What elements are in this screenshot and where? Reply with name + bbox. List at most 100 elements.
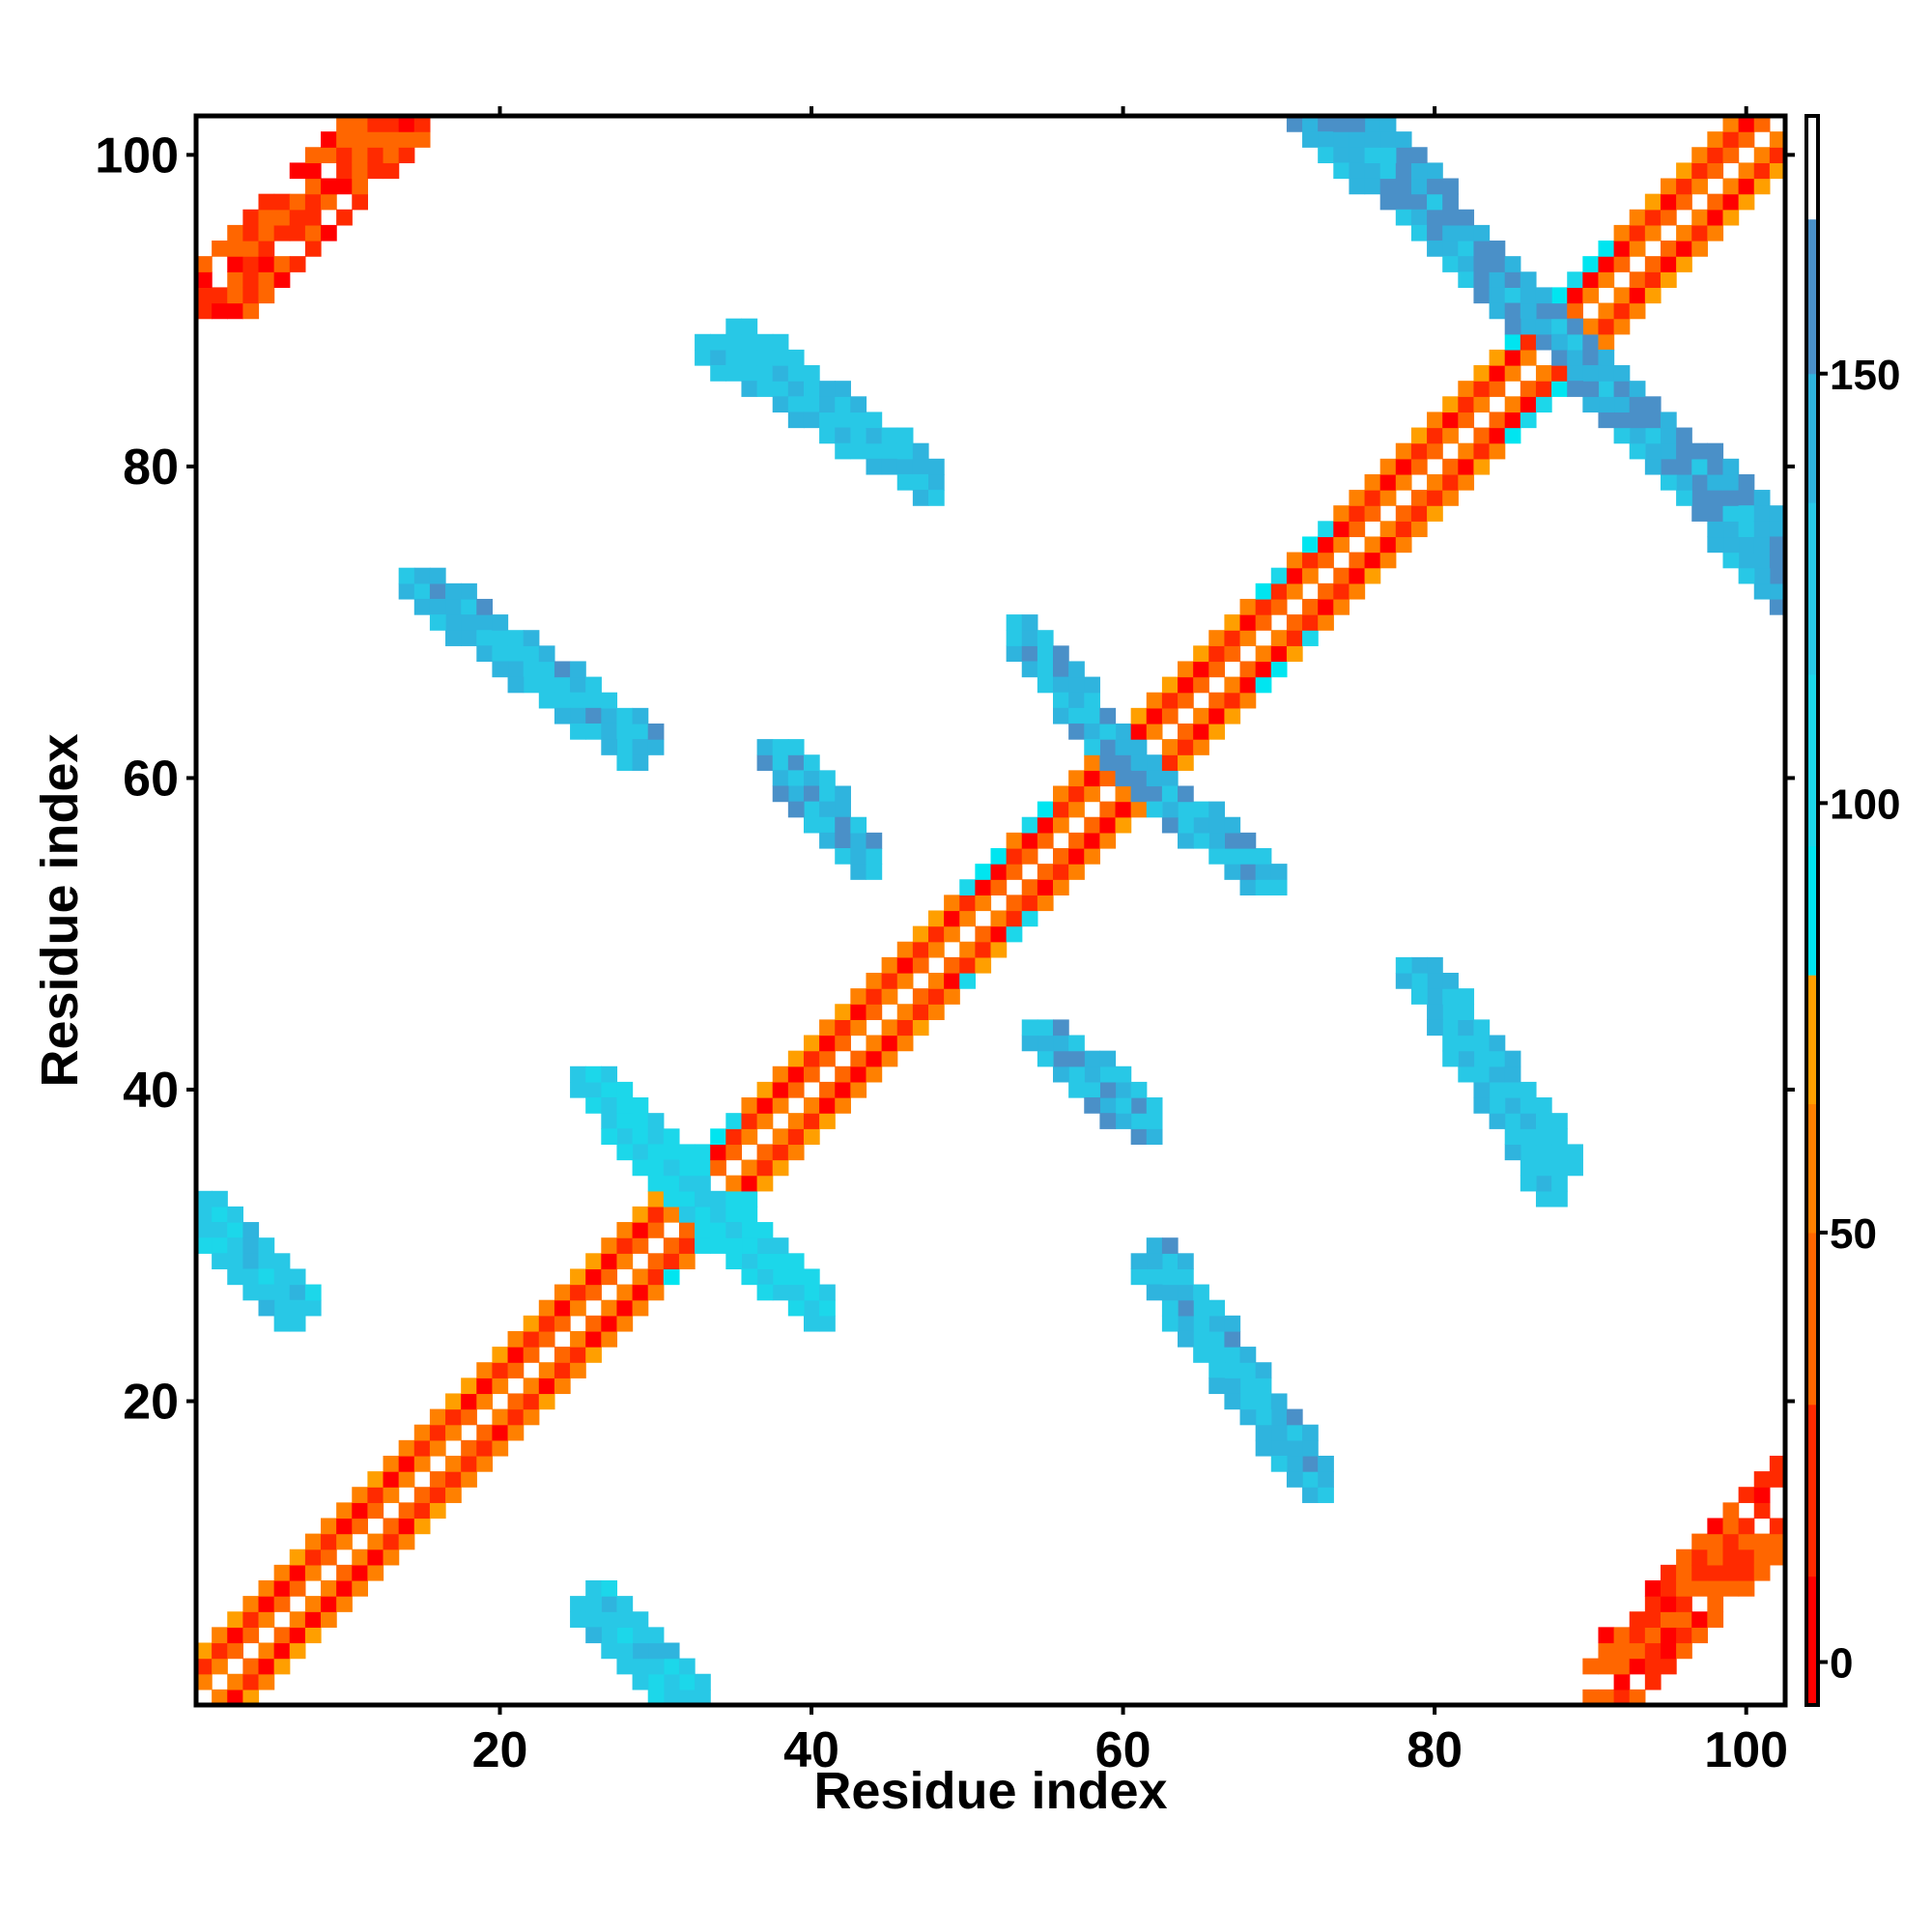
heatmap-cell [1115,770,1132,787]
heatmap-cell [212,1253,228,1270]
heatmap-cell [990,910,1008,927]
heatmap-cell [1053,879,1069,895]
heatmap-cell [1707,209,1724,226]
heatmap-cell [1270,567,1288,584]
heatmap-cell [289,1315,306,1332]
heatmap-cell [1318,536,1334,554]
heatmap-cell [554,1378,571,1395]
heatmap-cell [1644,1611,1662,1628]
heatmap-cell [196,1190,213,1208]
heatmap-cell [927,988,945,1005]
heatmap-cell [1193,1315,1209,1332]
heatmap-cell [632,739,649,755]
heatmap-cell [1178,832,1194,849]
heatmap-cell [1395,473,1412,491]
heatmap-cell [1286,1408,1303,1426]
heatmap-cell [756,754,774,771]
heatmap-cell [289,1627,306,1644]
heatmap-cell [741,349,758,366]
heatmap-cell [1707,1611,1724,1628]
heatmap-cell [196,1222,213,1238]
heatmap-cell [1146,785,1163,803]
heatmap-cell [1395,442,1412,460]
heatmap-cell [1193,661,1209,678]
heatmap-cell [1520,333,1537,351]
heatmap-cell [1130,801,1148,818]
heatmap-cell [1738,193,1755,211]
heatmap-cell [585,707,602,724]
heatmap-cell [1504,1097,1521,1114]
colorbar-band [1806,1103,1818,1234]
heatmap-cell [227,224,243,242]
heatmap-cell [336,116,353,132]
heatmap-cell [647,723,665,740]
heatmap-cell [1629,241,1646,257]
heatmap-cell [1489,241,1506,257]
heatmap-cell [835,1004,851,1020]
heatmap-cell [1068,661,1085,678]
heatmap-cell [1676,490,1692,506]
heatmap-cell [445,630,462,646]
heatmap-cell [787,1144,805,1161]
heatmap-cell [1333,116,1350,132]
heatmap-cell [538,645,555,663]
heatmap-cell [632,1627,649,1644]
heatmap-cell [1567,1144,1583,1161]
heatmap-cell [772,396,789,413]
heatmap-cell [772,1081,789,1098]
heatmap-cell [1410,521,1428,538]
heatmap-cell [1458,442,1475,460]
heatmap-cell [242,209,260,226]
heatmap-cell [616,1627,634,1644]
heatmap-cell [1084,692,1100,709]
heatmap-cell [1239,1393,1257,1410]
heatmap-cell [321,1579,337,1597]
heatmap-cell [1722,1533,1740,1550]
heatmap-cell [1738,521,1755,538]
heatmap-cell [616,1128,634,1146]
heatmap-cell [1707,442,1724,460]
heatmap-cell [289,162,306,180]
heatmap-cell [398,567,415,584]
heatmap-cell [289,1268,306,1286]
heatmap-cell [570,1362,586,1378]
heatmap-cell [1691,473,1708,491]
heatmap-cell [461,1439,477,1457]
heatmap-cell [772,754,789,771]
heatmap-cell [1364,505,1381,522]
heatmap-cell [1178,723,1194,740]
heatmap-cell [1676,1579,1692,1597]
heatmap-cell [725,333,743,351]
heatmap-cell [1629,442,1646,460]
heatmap-cell [398,131,415,148]
heatmap-cell [616,1097,634,1114]
heatmap-cell [756,739,774,755]
heatmap-cell [1161,801,1179,818]
heatmap-cell [1473,241,1491,257]
heatmap-cell [1582,271,1600,288]
heatmap-cell [678,1144,696,1161]
heatmap-cell [585,1330,602,1348]
heatmap-cell [1239,614,1257,631]
heatmap-cell [1722,1579,1740,1597]
heatmap-cell [1379,193,1397,211]
heatmap-cell [476,1455,494,1472]
heatmap-cell [896,1019,914,1037]
heatmap-cell [570,1065,586,1083]
heatmap-cell [1053,692,1069,709]
heatmap-cell [1489,1113,1506,1129]
heatmap-cell [304,193,322,211]
heatmap-cell [647,1268,665,1286]
heatmap-cell [1489,1065,1506,1083]
heatmap-cell [1270,864,1288,880]
heatmap-cell [492,1424,509,1441]
heatmap-cell [413,582,431,600]
heatmap-cell [1753,162,1771,180]
heatmap-cell [1021,847,1038,865]
heatmap-cell [1395,973,1412,989]
heatmap-cell [990,879,1008,895]
heatmap-cell [1442,1035,1459,1052]
heatmap-cell [227,1222,243,1238]
heatmap-cell [1178,754,1194,771]
heatmap-cell [273,1299,291,1317]
